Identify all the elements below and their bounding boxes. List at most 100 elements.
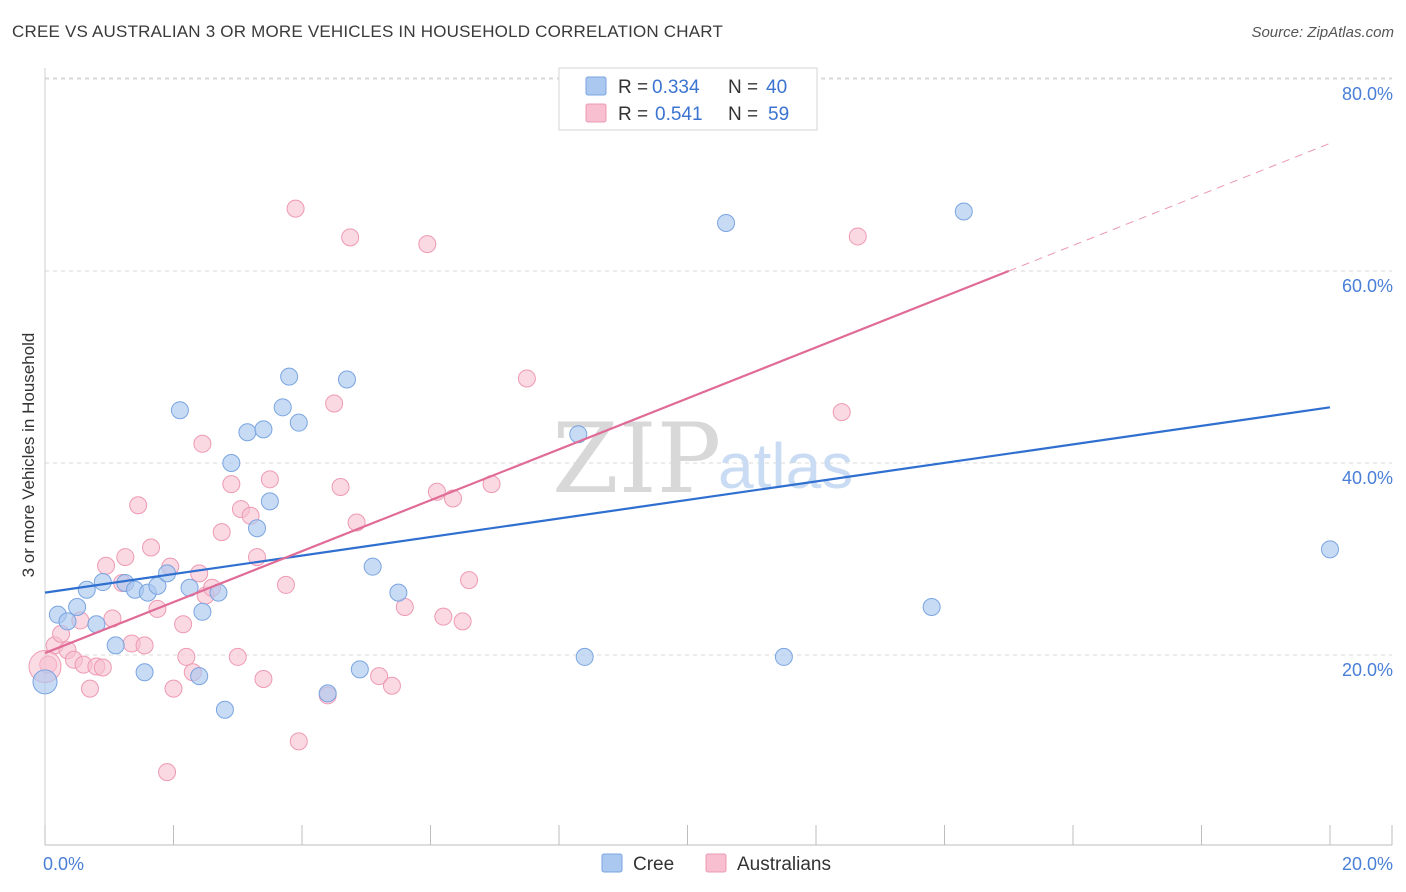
chart-title: CREE VS AUSTRALIAN 3 OR MORE VEHICLES IN… [12,22,724,41]
cree-point [337,370,356,389]
cree-point [77,580,96,599]
cree-point [32,669,58,695]
australians-point [517,369,536,388]
australians-trend-extension [1008,142,1331,272]
australians-point [142,538,161,557]
australians-point [135,636,154,655]
cree-point [717,214,736,232]
cree-point [260,492,279,511]
australians-point [434,607,453,626]
australians-point [93,658,112,677]
cree-point [389,583,408,602]
australians-point [325,394,344,413]
grid-lines [45,77,1392,656]
australians-point [370,667,389,686]
legend-n-label-australians: N = [728,104,758,125]
australians-point [174,615,193,634]
australians-point [382,676,401,695]
cree-point [170,401,189,420]
bottom-legend: Cree Australians [601,853,831,875]
y-tick-label: 60.0% [1342,276,1393,296]
y-axis-label: 3 or more Vehicles in Household [19,333,38,578]
y-tick-label: 40.0% [1342,468,1393,488]
australians-point [848,227,867,246]
trend-lines [44,142,1331,655]
y-tick-label: 20.0% [1342,660,1393,680]
australians-point [453,612,472,631]
watermark-zip: ZIP [552,403,721,515]
australians-point [116,548,135,567]
australians-point [276,575,295,594]
cree-point [273,398,292,417]
cree-point [135,663,154,682]
legend-r-label-cree: R = [618,77,648,98]
australians-point [418,235,437,254]
cree-point [190,667,209,686]
legend-n-label-cree: N = [728,77,758,98]
watermark: ZIP atlas [552,403,853,515]
cree-point [58,612,77,631]
australians-point [286,199,305,218]
australians-point [190,564,209,583]
watermark-atlas: atlas [718,430,853,502]
cree-point [922,598,941,616]
axes [44,68,1393,846]
australians-point [129,496,148,515]
y-tick-label: 80.0% [1342,84,1393,104]
legend-n-value-australians: 59 [768,104,789,125]
australians-point [97,556,116,575]
cree-point [248,519,267,538]
australians-point [222,475,241,494]
cree-point [954,202,973,221]
australians-point [164,679,183,698]
legend-r-value-australians: 0.541 [655,104,703,125]
cree-points [32,202,1339,719]
cree-point [575,647,594,666]
x-tick-label: 20.0% [1342,854,1393,874]
bottom-legend-swatch-australians [705,853,727,873]
cree-point [106,636,125,655]
bottom-legend-swatch-cree [601,853,623,873]
australians-point [212,523,231,542]
cree-point [193,602,212,621]
australians-point [254,670,273,688]
cree-point [254,420,273,439]
australians-point [177,647,196,666]
x-tick-label: 0.0% [43,854,84,874]
tick-labels: 20.0% 40.0% 60.0% 80.0% 0.0% 20.0% [43,84,1393,874]
cree-point [68,598,87,616]
cree-point [774,647,793,666]
bottom-legend-australians: Australians [737,854,831,875]
australians-point [341,228,360,247]
legend-n-value-cree: 40 [766,77,787,98]
australians-point [460,571,479,590]
australians-point [193,434,212,453]
bottom-legend-cree: Cree [633,854,674,875]
australians-point [260,470,279,489]
legend-swatch-australians [585,103,607,123]
australians-point [80,679,99,698]
australians-point [158,763,177,782]
cree-point [93,573,112,592]
australians-point [832,403,851,422]
legend-r-value-cree: 0.334 [652,77,700,98]
australians-point [289,732,308,751]
cree-point [280,367,299,386]
legend-swatch-cree [585,76,607,96]
australians-trend-line [44,269,1010,655]
australians-point [228,647,247,666]
cree-point [1321,540,1339,559]
source-label: Source: ZipAtlas.com [1251,24,1394,41]
cree-trend-line [44,406,1331,594]
australians-point [331,478,350,496]
cree-point [215,700,234,719]
legend-r-label-australians: R = [618,104,648,125]
cree-point [318,684,337,703]
cree-point [238,423,257,442]
cree-point [222,454,241,472]
australians-point [443,489,462,508]
cree-point [363,557,382,576]
cree-point [350,660,369,679]
legend: R = 0.334 N = 40 R = 0.541 N = 59 [558,67,818,131]
